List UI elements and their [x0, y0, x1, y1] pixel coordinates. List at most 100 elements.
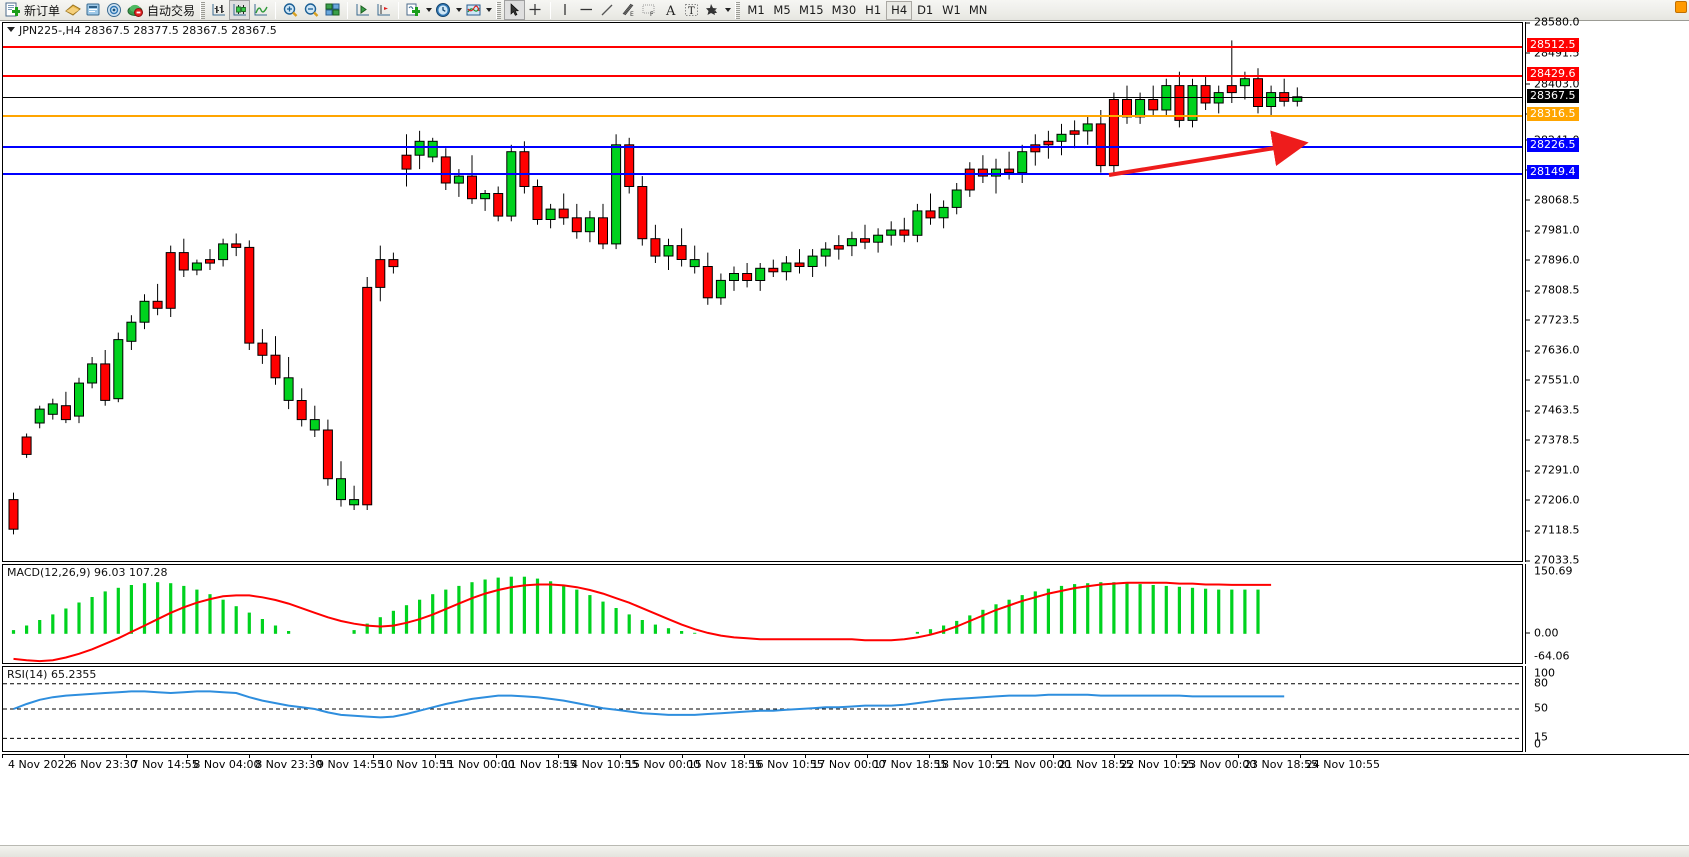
trendline-icon[interactable] [597, 0, 618, 20]
price-pane[interactable]: JPN225-,H4 28367.5 28377.5 28367.5 28367… [2, 22, 1523, 562]
connection-status-indicator [1675, 1, 1687, 13]
price-tag-resistance-line: 28429.6 [1527, 67, 1579, 82]
macd-label: MACD(12,26,9) 96.03 107.28 [7, 566, 168, 579]
macd-tick: 0.00 [1526, 626, 1559, 639]
time-tick: 9 Nov 14:55 [310, 754, 385, 771]
rsi-tick: 50 [1534, 701, 1548, 715]
timeframe-m15[interactable]: M15 [799, 3, 824, 17]
new-order-icon[interactable] [2, 0, 23, 20]
timeframe-m5[interactable]: M5 [773, 3, 791, 17]
price-tag-current-price: 28367.5 [1527, 88, 1579, 103]
shapes-icon[interactable] [702, 0, 723, 20]
macd-pane[interactable]: MACD(12,26,9) 96.03 107.28 [2, 564, 1523, 664]
rsi-tick: 100 [1534, 666, 1555, 680]
price-tick: 27291.0 [1526, 464, 1580, 477]
rsi-pane[interactable]: RSI(14) 65.2355 [2, 666, 1523, 752]
zoom-in-icon[interactable] [280, 0, 301, 20]
price-tag-support-line: 28149.4 [1527, 164, 1579, 179]
price-tick: 27206.0 [1526, 493, 1580, 506]
timeframe-mn[interactable]: MN [968, 3, 988, 17]
crosshair-icon[interactable] [525, 0, 546, 20]
time-tick: 7 Nov 14:55 [125, 754, 199, 771]
toolbar-separator [347, 1, 349, 19]
text-icon[interactable]: A [660, 0, 681, 20]
period-clock-icon[interactable] [433, 0, 454, 20]
time-tick: 22 Nov 10:55 [1114, 754, 1195, 771]
price-tick: 27636.0 [1526, 344, 1580, 357]
price-scale[interactable]: 28580.028491.528403.028316.528241.028155… [1525, 16, 1689, 567]
main-toolbar: 新订单 [0, 0, 1689, 21]
macd-series [11, 576, 1272, 663]
price-tag-resistance-line: 28512.5 [1527, 38, 1579, 53]
candlestick-chart-icon[interactable] [229, 0, 251, 20]
rsi-label: RSI(14) 65.2355 [7, 668, 97, 681]
candlestick-series [8, 40, 1303, 535]
new-order-label[interactable]: 新订单 [24, 3, 61, 18]
horizontal-line-icon[interactable] [576, 0, 597, 20]
shift-end-icon[interactable] [352, 0, 373, 20]
time-tick: 15 Nov 18:55 [681, 754, 762, 771]
data-window-icon[interactable] [83, 0, 104, 20]
vertical-line-icon[interactable] [555, 0, 576, 20]
resistance-line[interactable] [3, 46, 1522, 49]
pivot-line[interactable] [3, 114, 1522, 117]
price-tick: 27378.5 [1526, 433, 1580, 446]
timeframe-group: M1 M5 M15 M30 H1 H4 D1 W1 MN [743, 0, 991, 20]
macd-scale: 150.69 0.00 -64.06 [1525, 564, 1689, 664]
time-tick: 14 Nov 10:55 [558, 754, 639, 771]
time-tick: 23 Nov 00:00 [1176, 754, 1257, 771]
timeframe-h1[interactable]: H1 [865, 3, 882, 17]
price-tick: 27723.5 [1526, 313, 1580, 326]
chevron-down-icon[interactable] [424, 8, 433, 12]
time-tick: 21 Nov 18:55 [1052, 754, 1133, 771]
svg-text:A: A [665, 4, 676, 18]
auto-trading-icon[interactable] [125, 0, 146, 20]
chevron-down-icon[interactable] [723, 8, 732, 12]
price-tick: 27981.0 [1526, 224, 1580, 237]
chart-title: JPN225-,H4 28367.5 28377.5 28367.5 28367… [7, 24, 277, 37]
fibonacci-icon[interactable]: F [639, 0, 660, 20]
time-tick: 10 Nov 10:55 [372, 754, 453, 771]
zoom-out-icon[interactable] [301, 0, 322, 20]
timeframe-w1[interactable]: W1 [942, 3, 961, 17]
add-indicator-icon[interactable] [403, 0, 424, 20]
chart-shift-icon[interactable] [373, 0, 394, 20]
price-tick: 27033.5 [1526, 554, 1580, 567]
chevron-down-icon[interactable] [454, 8, 463, 12]
price-tick: 27118.5 [1526, 524, 1580, 537]
time-tick: 8 Nov 23:30 [249, 754, 323, 771]
cursor-icon[interactable] [504, 0, 526, 20]
price-tick: 27808.5 [1526, 284, 1580, 297]
chevron-down-icon[interactable] [484, 8, 493, 12]
text-label-icon[interactable]: T [681, 0, 702, 20]
price-tick: 27551.0 [1526, 373, 1580, 386]
price-tick: 27463.5 [1526, 404, 1580, 417]
support-line[interactable] [3, 145, 1522, 148]
macd-tick: 150.69 [1534, 564, 1573, 578]
timeframe-d1[interactable]: D1 [917, 3, 934, 17]
timeframe-h4[interactable]: H4 [886, 0, 913, 20]
equidistant-channel-icon[interactable]: E [618, 0, 639, 20]
price-tick: 28068.5 [1526, 193, 1580, 206]
tile-windows-icon[interactable] [322, 0, 343, 20]
auto-trading-label[interactable]: 自动交易 [147, 3, 196, 18]
expert-advisor-icon[interactable] [62, 0, 83, 20]
timeframe-m30[interactable]: M30 [831, 3, 857, 17]
time-axis[interactable]: 4 Nov 2022 6 Nov 23:30 7 Nov 14:55 8 Nov 04… [1, 754, 1689, 778]
line-chart-icon[interactable] [250, 0, 271, 20]
support-line[interactable] [3, 172, 1522, 175]
price-tick: 28580.0 [1526, 16, 1580, 29]
rsi-tick: 0 [1534, 737, 1541, 751]
toolbar-separator [550, 1, 552, 19]
time-tick: 4 Nov 2022 [1, 754, 72, 771]
collapse-caret-icon[interactable] [7, 27, 15, 32]
chart-area: JPN225-,H4 28367.5 28377.5 28367.5 28367… [0, 16, 1689, 832]
time-tick: 17 Nov 00:00 [805, 754, 886, 771]
timeframe-m1[interactable]: M1 [747, 3, 765, 17]
rsi-series [3, 683, 1522, 739]
current-price[interactable] [3, 96, 1522, 98]
market-watch-icon[interactable] [104, 0, 125, 20]
bar-chart-icon[interactable] [208, 0, 229, 20]
resistance-line[interactable] [3, 75, 1522, 78]
templates-icon[interactable] [463, 0, 484, 20]
